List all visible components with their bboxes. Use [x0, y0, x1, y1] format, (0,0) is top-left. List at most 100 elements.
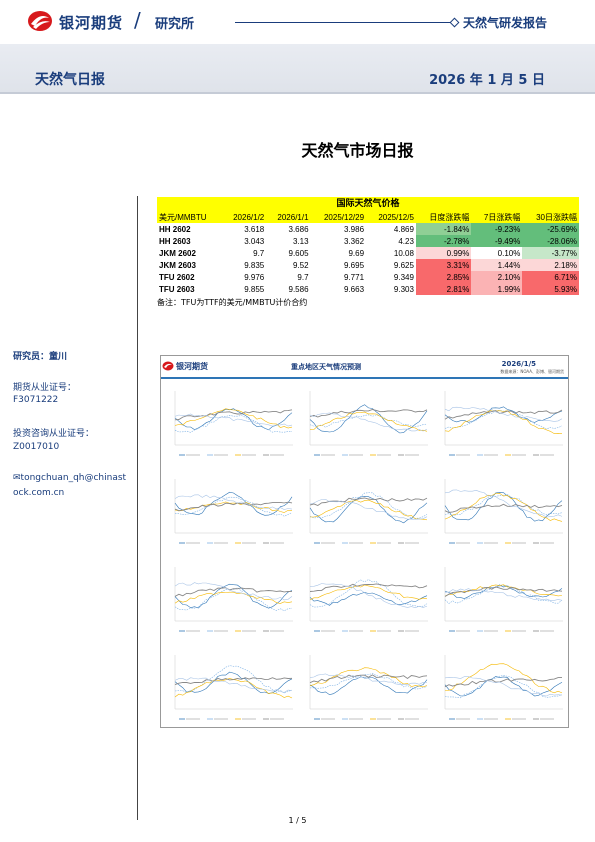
contract-name: JKM 2602	[159, 248, 196, 258]
contract-name: HH 2602	[159, 224, 191, 234]
futures-cert-label: 期货从业证号：	[13, 383, 77, 393]
weather-panel-date: 2026/1/5	[501, 360, 536, 368]
report-date: 2026 年 1 月 5 日	[429, 73, 545, 88]
email-address[interactable]: ✉tongchuan_qh@chinast	[13, 473, 127, 483]
column-header: 2025/12/29	[310, 211, 367, 223]
report-type: 天然气研发报告	[463, 16, 548, 30]
change-cell: 5.93%	[522, 283, 579, 295]
page-number: 1 / 5	[288, 816, 307, 825]
table-row: TFU 2603 9.855 9.586 9.663 9.303 2.81% 1.99% 5.…	[157, 283, 579, 295]
column-header: 日度涨跌幅	[415, 211, 472, 223]
change-cell: -9.49%	[471, 235, 523, 247]
weather-mini-chart	[300, 381, 432, 466]
contract-name: JKM 2603	[159, 260, 196, 270]
change-cell: 2.81%	[415, 283, 472, 295]
weather-forecast-panel: 银河期货 重点地区天气情况预测 2026/1/5 数据来源：NOAA、彭博、银河…	[160, 355, 569, 728]
column-divider	[137, 196, 138, 820]
price-cell: 9.349	[393, 272, 414, 282]
price-cell: 4.869	[393, 224, 414, 234]
change-cell: 2.10%	[471, 271, 523, 283]
weather-mini-chart	[435, 645, 567, 730]
contract-name: TFU 2602	[159, 272, 195, 282]
price-cell: 9.855	[244, 284, 265, 294]
price-cell: 3.362	[344, 236, 365, 246]
weather-mini-chart	[165, 645, 297, 730]
header-rule	[235, 22, 450, 23]
column-header: 2026/1/2	[221, 211, 267, 223]
institute-name: 研究所	[155, 17, 195, 32]
price-cell: 9.976	[244, 272, 265, 282]
company-logo-icon	[28, 11, 52, 31]
column-header: 2025/12/5	[366, 211, 416, 223]
change-cell: 3.31%	[415, 259, 472, 271]
change-cell: 6.71%	[522, 271, 579, 283]
change-cell: 0.10%	[471, 247, 523, 259]
table-row: JKM 2603 9.835 9.52 9.695 9.625 3.31% 1.44% 2.1…	[157, 259, 579, 271]
weather-mini-chart	[435, 557, 567, 642]
change-cell: 1.44%	[471, 259, 523, 271]
price-cell: 9.7	[297, 272, 309, 282]
price-cell: 9.663	[344, 284, 365, 294]
change-cell: 0.99%	[415, 247, 472, 259]
change-cell: 2.85%	[415, 271, 472, 283]
diamond-icon	[449, 17, 460, 28]
column-header: 美元/MMBTU	[157, 211, 222, 223]
weather-mini-chart	[165, 381, 297, 466]
weather-panel-source: 数据来源：NOAA、彭博、银河期货	[500, 369, 564, 374]
weather-mini-chart	[165, 557, 297, 642]
table-note: 备注：TFU为TTF的美元/MMBTU计价合约	[157, 298, 308, 307]
weather-panel-rule	[161, 377, 568, 379]
table-row: TFU 2602 9.976 9.7 9.771 9.349 2.85% 2.10% 6.71…	[157, 271, 579, 283]
price-cell: 10.08	[393, 248, 414, 258]
change-cell: 1.99%	[471, 283, 523, 295]
change-cell: -1.84%	[415, 223, 472, 235]
table-row: JKM 2602 9.7 9.605 9.69 10.08 0.99% 0.10% -3.77…	[157, 247, 579, 259]
weather-panel-title: 重点地区天气情况预测	[291, 363, 361, 371]
weather-mini-chart	[300, 557, 432, 642]
weather-panel-company: 银河期货	[176, 362, 208, 371]
price-cell: 3.618	[244, 224, 265, 234]
researcher-name: 研究员：童川	[13, 352, 68, 362]
contract-name: HH 2603	[159, 236, 191, 246]
advisory-cert-number: Z0017010	[13, 442, 60, 452]
price-cell: 9.303	[393, 284, 414, 294]
change-cell: -25.69%	[522, 223, 579, 235]
weather-mini-chart	[300, 469, 432, 554]
email-address-cont[interactable]: ock.com.cn	[13, 488, 65, 498]
change-cell: -9.23%	[471, 223, 523, 235]
weather-mini-chart	[300, 645, 432, 730]
price-cell: 9.835	[244, 260, 265, 270]
change-cell: -3.77%	[522, 247, 579, 259]
column-header: 2026/1/1	[266, 211, 311, 223]
weather-mini-chart	[435, 381, 567, 466]
price-table-header: 美元/MMBTU 2026/1/2 2026/1/1 2025/12/29 20…	[157, 211, 579, 223]
price-cell: 9.771	[344, 272, 365, 282]
weather-panel-header: 银河期货 重点地区天气情况预测 2026/1/5 数据来源：NOAA、彭博、银河…	[161, 356, 568, 379]
change-cell: -2.78%	[415, 235, 472, 247]
price-cell: 9.695	[344, 260, 365, 270]
column-header: 7日涨跌幅	[471, 211, 523, 223]
report-title: 天然气日报	[35, 72, 105, 88]
price-cell: 3.043	[244, 236, 265, 246]
change-cell: 2.18%	[522, 259, 579, 271]
weather-mini-chart	[165, 469, 297, 554]
price-cell: 9.7	[253, 248, 265, 258]
weather-mini-chart	[435, 469, 567, 554]
column-header: 30日涨跌幅	[522, 211, 579, 223]
table-row: HH 2602 3.618 3.686 3.986 4.869 -1.84% -9.23% -…	[157, 223, 579, 235]
advisory-cert-label: 投资咨询从业证号：	[13, 429, 95, 439]
company-logo-icon	[162, 361, 174, 371]
futures-cert-number: F3071222	[13, 395, 59, 405]
price-cell: 9.69	[348, 248, 365, 258]
price-cell: 9.625	[393, 260, 414, 270]
price-cell: 9.52	[292, 260, 309, 270]
change-cell: -28.06%	[522, 235, 579, 247]
title-band: 天然气日报 2026 年 1 月 5 日	[0, 44, 595, 94]
price-cell: 9.586	[288, 284, 309, 294]
price-table-title: 国际天然气价格	[157, 197, 579, 211]
price-table: 国际天然气价格 美元/MMBTU 2026/1/2 2026/1/1 2025/…	[157, 197, 579, 308]
price-cell: 9.605	[288, 248, 309, 258]
logo-divider: /	[134, 8, 141, 32]
main-title: 天然气市场日报	[301, 141, 414, 160]
page-header: 银河期货 / 研究所 天然气研发报告	[0, 0, 595, 44]
